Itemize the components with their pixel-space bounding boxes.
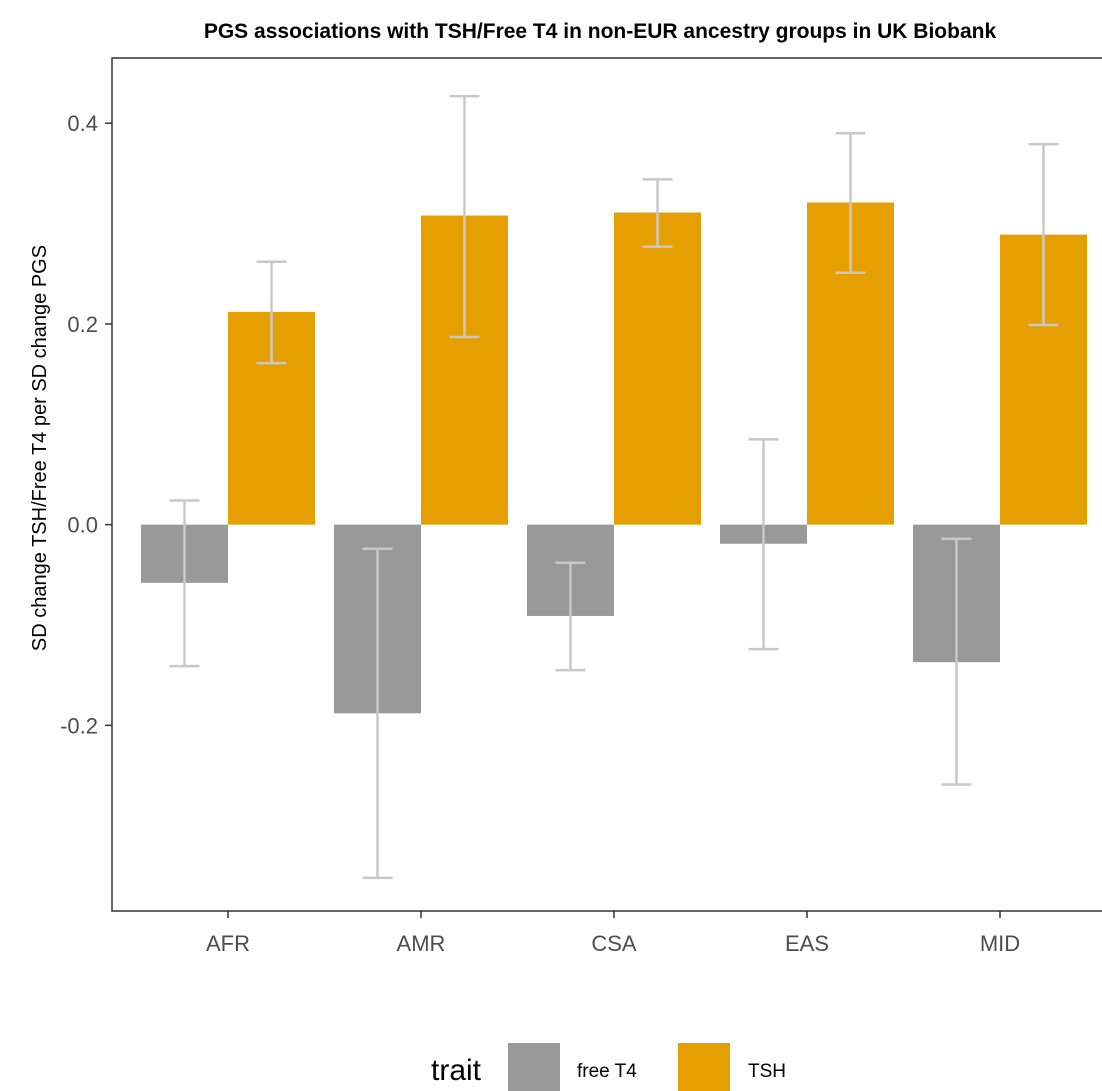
legend-label-tsh: TSH bbox=[748, 1061, 786, 1082]
x-tick-label: EAS bbox=[785, 931, 829, 956]
x-tick-label: AFR bbox=[206, 931, 250, 956]
error-bars bbox=[169, 94, 1059, 880]
x-tick-label: AMR bbox=[397, 931, 446, 956]
x-tick-label: MID bbox=[980, 931, 1020, 956]
legend-key-free-t4 bbox=[508, 1043, 560, 1091]
legend-title: trait bbox=[431, 1054, 482, 1087]
y-axis-ticks: 0.4 0.2 0.0 -0.2 bbox=[60, 111, 112, 738]
y-tick-label: -0.2 bbox=[60, 713, 98, 738]
x-tick-label: CSA bbox=[591, 931, 637, 956]
bar bbox=[614, 212, 701, 525]
legend-label-free-t4: free T4 bbox=[577, 1061, 637, 1082]
legend: trait free T4 TSH bbox=[431, 1043, 786, 1091]
y-tick-label: 0.2 bbox=[67, 312, 98, 337]
x-axis-ticks: AFR AMR CSA EAS MID bbox=[206, 911, 1020, 956]
y-tick-label: 0.4 bbox=[67, 111, 98, 136]
y-axis-label: SD change TSH/Free T4 per SD change PGS bbox=[29, 245, 51, 651]
chart-title: PGS associations with TSH/Free T4 in non… bbox=[204, 20, 997, 43]
y-tick-label: 0.0 bbox=[67, 513, 98, 538]
legend-key-tsh bbox=[678, 1043, 730, 1091]
